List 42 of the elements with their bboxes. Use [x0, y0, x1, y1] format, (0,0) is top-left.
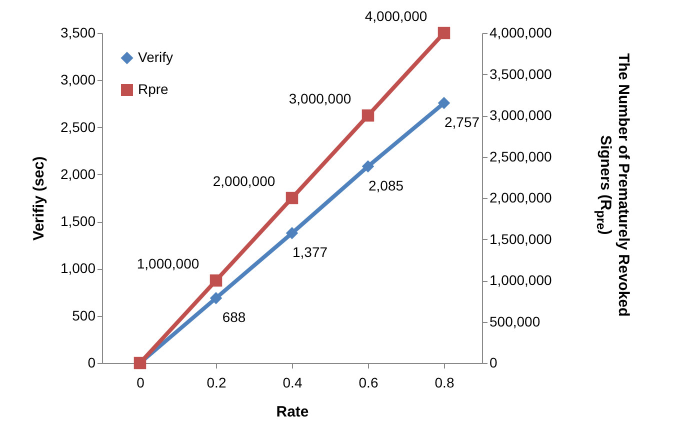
y-tick-label: 2,000: [60, 166, 96, 182]
point: [286, 227, 298, 240]
data-label: 1,377: [292, 244, 328, 260]
data-label: 2,000,000: [212, 173, 276, 189]
legend-label: Verify: [138, 49, 174, 65]
point: [438, 96, 450, 110]
data-label: 2,757: [444, 114, 480, 130]
data-label: 3,000,000: [288, 90, 352, 106]
y-tick-label: 500: [72, 307, 96, 324]
x-axis-title: Rate: [276, 404, 309, 420]
point: [210, 274, 222, 287]
x-tick-label: 0.2: [206, 374, 226, 390]
y2-tick-label: 3,500,000: [490, 66, 552, 82]
y2-tick-label: 1,500,000: [490, 230, 552, 247]
point: [210, 292, 222, 304]
y-tick-label: 1,500: [60, 213, 96, 230]
y-tick-label: 3,000: [60, 72, 96, 88]
x-tick-label: 0: [136, 374, 145, 390]
y-tick-label: 1,000: [60, 260, 96, 276]
y2-tick-label: 2,500,000: [490, 148, 552, 164]
y2-tick-label: 2,000,000: [490, 190, 552, 206]
x-tick-label: 0.4: [282, 374, 302, 390]
data-label: 688: [222, 309, 246, 326]
y-axis-title: Verifiy (sec): [30, 156, 48, 241]
y-tick-label: 0: [88, 354, 96, 370]
x-tick-label: 0.6: [358, 374, 378, 390]
data-label: 4,000,000: [364, 8, 428, 24]
point: [362, 160, 374, 173]
y2-tick-label: 500,000: [490, 313, 540, 330]
y2-tick-label: 4,000,000: [490, 24, 552, 40]
point: [438, 26, 450, 40]
legend-label: Rpre: [138, 81, 169, 97]
y-tick-label: 2,500: [60, 118, 96, 135]
x-tick-label: 0.8: [434, 374, 454, 390]
point: [362, 109, 374, 122]
data-label: 1,000,000: [136, 256, 200, 272]
point: [286, 192, 298, 204]
y-tick-label: 3,500: [60, 24, 96, 40]
data-label: 2,085: [368, 177, 404, 194]
y2-tick-label: 0: [490, 354, 498, 370]
y2-tick-label: 1,000,000: [490, 272, 552, 288]
y2-tick-label: 3,000,000: [490, 107, 552, 123]
